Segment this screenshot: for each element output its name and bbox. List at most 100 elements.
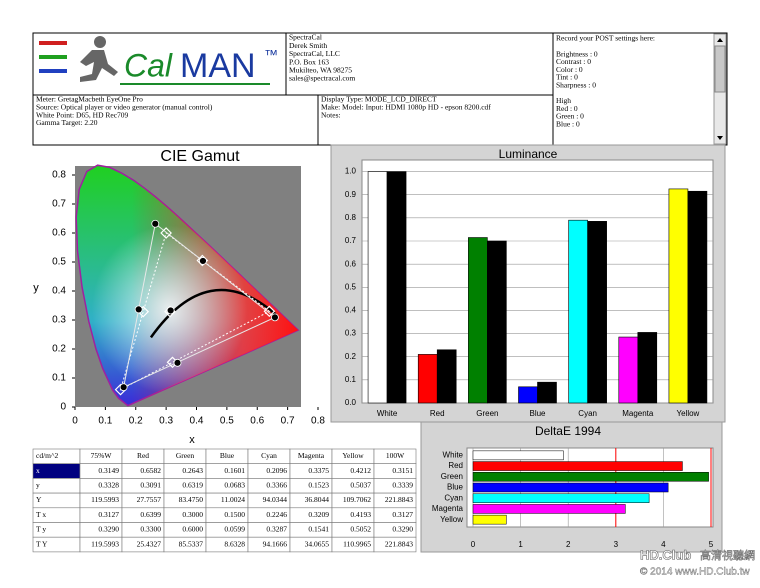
table-cell-text: 0.3209 — [308, 510, 329, 519]
table-cell[interactable] — [32, 463, 81, 479]
y-tick-label: Magenta — [432, 504, 464, 513]
display-line: Notes: — [321, 110, 341, 119]
table-header: Blue — [220, 451, 235, 460]
table-cell-text: 0.3328 — [98, 480, 119, 489]
chart-title: DeltaE 1994 — [535, 424, 601, 438]
table-cell-text: x — [36, 466, 40, 475]
y-tick-label: 0.1 — [345, 375, 357, 384]
x-tick-label: 3 — [614, 540, 619, 549]
bar — [417, 354, 438, 404]
y-tick-label: 0.7 — [52, 199, 66, 210]
bar — [687, 190, 708, 404]
measured-point — [173, 358, 182, 367]
table-cell-text: 0.3149 — [98, 466, 119, 475]
x-tick-label: 0.3 — [159, 416, 173, 427]
table-header: 75%W — [91, 451, 113, 460]
measured-point — [271, 313, 279, 322]
contact-box — [285, 32, 554, 96]
x-tick-label: Green — [476, 409, 498, 418]
settings-line: High — [556, 96, 571, 105]
gamut-triangle — [122, 222, 276, 389]
settings-line: Tint : 0 — [556, 73, 578, 82]
y-tick-label: 0.2 — [52, 344, 66, 355]
table-cell-text: 0.5037 — [350, 480, 371, 489]
bar — [618, 336, 639, 404]
y-tick-label: Red — [448, 461, 463, 470]
display-box — [317, 94, 554, 146]
x-tick-label: 1 — [518, 540, 523, 549]
table-cell[interactable] — [32, 478, 81, 494]
meter-line: White Point: D65, HD Rec709 — [36, 110, 129, 119]
table-cell-text: 8.6328 — [224, 539, 245, 548]
y-tick-label: 0.6 — [52, 228, 66, 239]
table-cell-text: 0.1500 — [224, 510, 245, 519]
table-cell-text: 0.3127 — [392, 510, 413, 519]
table-cell-text: 0.3091 — [140, 480, 161, 489]
table-cell-text: 119.5993 — [91, 539, 119, 548]
table-cell-text: T y — [36, 525, 46, 534]
table-cell-text: 0.4212 — [350, 466, 371, 475]
y-tick-label: 0.7 — [345, 236, 357, 245]
bar — [518, 386, 538, 404]
meter-line: Gamma Target: 2.20 — [36, 118, 98, 127]
x-tick-label: 5 — [709, 540, 714, 549]
table-header: Green — [176, 451, 195, 460]
x-tick-label: 0.5 — [220, 416, 234, 427]
measured-point — [119, 383, 128, 392]
table-header: cd/m^2 — [36, 451, 59, 460]
x-tick-label: 0.7 — [281, 416, 295, 427]
x-tick-label: 0 — [72, 416, 78, 427]
display-line: Display Type: MODE_LCD_DIRECT — [321, 95, 437, 104]
table-cell-text: 0.6399 — [140, 510, 161, 519]
table-header: Cyan — [261, 451, 277, 460]
table-cell-text: 0.3000 — [182, 510, 203, 519]
table-cell-text: 94.0344 — [263, 495, 288, 504]
logo-man: MAN — [180, 47, 256, 85]
y-tick-label: 0.0 — [345, 398, 357, 407]
y-tick-label: 0.5 — [52, 257, 66, 268]
x-axis-label: x — [189, 434, 195, 446]
table-cell[interactable] — [373, 536, 417, 553]
y-tick-label: 0.3 — [52, 315, 66, 326]
x-tick-label: 4 — [661, 540, 666, 549]
chart-title: CIE Gamut — [160, 148, 240, 165]
planckian-locus — [149, 288, 277, 339]
x-tick-label: 2 — [566, 540, 571, 549]
measured-point — [199, 257, 207, 265]
scroll-thumb[interactable] — [714, 45, 726, 93]
y-tick-label: White — [443, 450, 464, 459]
target-point — [263, 305, 276, 318]
contact-line: SpectraCal, LLC — [289, 49, 340, 58]
table-cell-text: 221.8843 — [385, 539, 413, 548]
bar — [487, 240, 507, 404]
bar — [537, 381, 557, 404]
logo-runner — [80, 36, 118, 82]
y-tick-label: Blue — [447, 483, 464, 492]
table-cell-text: 36.8044 — [305, 495, 330, 504]
table-cell-text: 0.3366 — [266, 480, 287, 489]
bar — [472, 504, 626, 514]
y-tick-label: Yellow — [440, 515, 463, 524]
table-cell-text: Y — [36, 495, 42, 504]
contact-line: SpectraCal — [289, 33, 322, 42]
x-tick-label: 0.8 — [311, 416, 325, 427]
table-cell-text: 0.3339 — [392, 480, 413, 489]
y-axis-label: y — [33, 282, 39, 294]
watermark-site-name: 高清視聽網 — [700, 548, 755, 562]
y-tick-label: 0.8 — [345, 213, 357, 222]
x-tick-label: 0 — [471, 540, 476, 549]
watermark-brand: HD.Club — [640, 547, 691, 562]
chart-title: Luminance — [499, 147, 558, 161]
table-cell-text: 0.3290 — [98, 525, 119, 534]
watermark-copyright: © 2014 www.HD.Club.tw — [640, 567, 750, 578]
settings-line: Color : 0 — [556, 65, 583, 74]
bar — [472, 482, 669, 493]
table-cell-text: 83.4750 — [179, 495, 204, 504]
table-cell-text: 0.1541 — [308, 525, 329, 534]
x-tick-label: Blue — [529, 409, 546, 418]
y-tick-label: 0.3 — [345, 329, 357, 338]
logo-bar-green — [39, 55, 67, 59]
table-cell-text: 34.0655 — [305, 539, 330, 548]
x-tick-label: Magenta — [622, 409, 654, 418]
table-cell-text: 0.3375 — [308, 466, 329, 475]
